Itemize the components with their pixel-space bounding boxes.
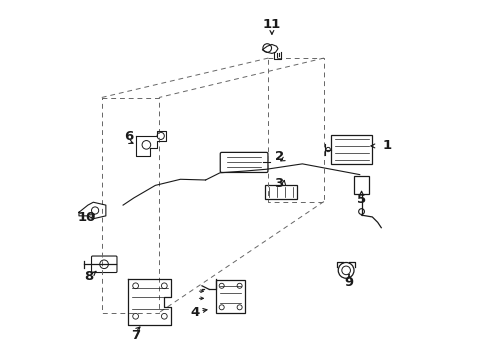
Text: 9: 9 <box>344 276 354 289</box>
Text: 10: 10 <box>78 211 97 224</box>
Text: 2: 2 <box>274 150 284 163</box>
FancyBboxPatch shape <box>354 176 368 194</box>
FancyBboxPatch shape <box>216 280 245 313</box>
FancyBboxPatch shape <box>265 185 297 199</box>
Text: 6: 6 <box>124 130 133 144</box>
Text: 3: 3 <box>274 177 284 190</box>
Text: 8: 8 <box>84 270 94 283</box>
Text: 4: 4 <box>190 306 199 319</box>
FancyBboxPatch shape <box>331 135 372 164</box>
Text: 5: 5 <box>357 193 366 206</box>
Text: 11: 11 <box>263 18 281 31</box>
FancyBboxPatch shape <box>92 256 117 273</box>
Text: 1: 1 <box>382 139 391 152</box>
FancyBboxPatch shape <box>220 152 268 172</box>
Text: 7: 7 <box>131 329 140 342</box>
